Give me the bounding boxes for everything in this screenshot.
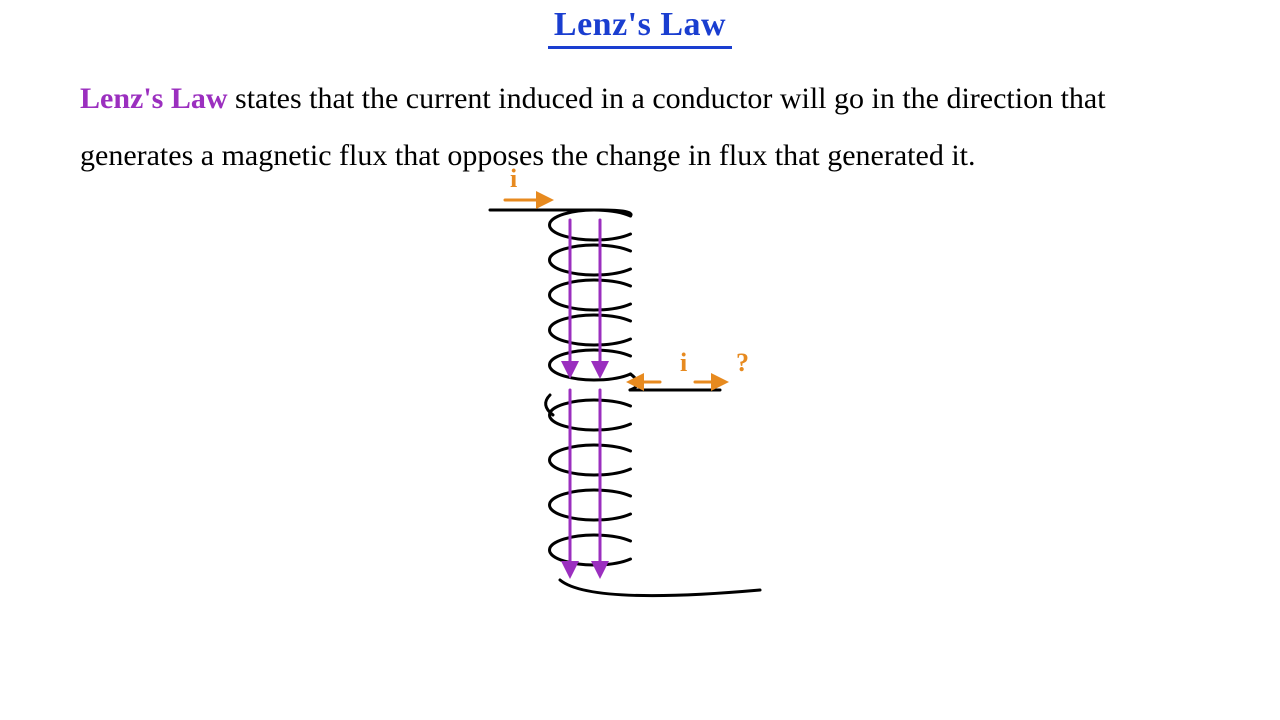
question-text: ? <box>736 348 749 377</box>
current-i-mid: i <box>680 348 687 377</box>
body-text: Lenz's Law states that the current induc… <box>80 70 1200 184</box>
current-label-top: i <box>510 164 517 194</box>
page-title: Lenz's Law <box>548 6 732 49</box>
current-label-mid: i <box>680 348 687 378</box>
current-i-top: i <box>510 164 517 193</box>
page: Lenz's Law Lenz's Law states that the cu… <box>0 0 1280 720</box>
highlight-term: Lenz's Law <box>80 82 228 115</box>
definition-text: states that the current induced in a con… <box>80 82 1106 172</box>
question-mark: ? <box>736 348 749 378</box>
title-container: Lenz's Law <box>0 6 1280 49</box>
coil-diagram: i i ? <box>480 170 800 620</box>
coil-svg <box>480 170 800 620</box>
